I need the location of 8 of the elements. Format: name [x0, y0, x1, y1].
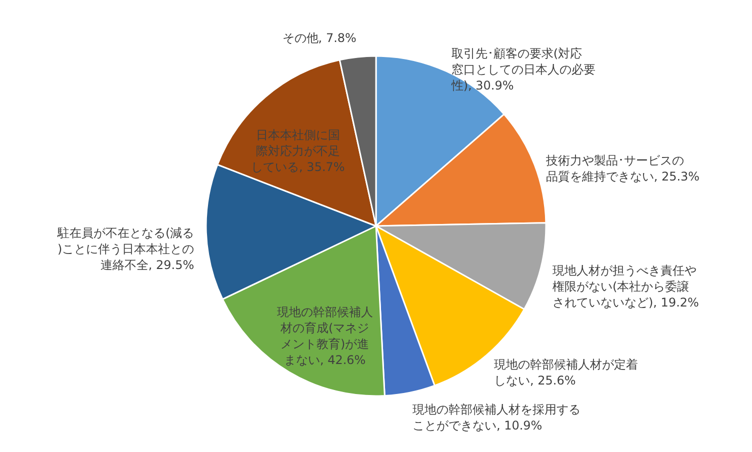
slice-label: 現地の幹部候補人材の育成(マネジメント教育)が進まない, 42.6%: [276, 304, 373, 367]
slice-label: 現地人材が担うべき責任や権限がない(本社から委譲されていないなど), 19.2%: [552, 263, 699, 310]
slice-label: 駐在員が不在となる(減る)ことに伴う日本本社との連絡不全, 29.5%: [56, 226, 194, 272]
slice-label: 日本本社側に国際対応力が不足している, 35.7%: [251, 128, 345, 174]
slice-label: 技術力や製品･サービスの品質を維持できない, 25.3%: [544, 154, 700, 184]
slice-label: その他, 7.8%: [282, 31, 356, 46]
slice-label: 現地の幹部候補人材を採用することができない, 10.9%: [412, 402, 580, 432]
slice-label: 現地の幹部候補人材が定着しない, 25.6%: [494, 358, 638, 388]
